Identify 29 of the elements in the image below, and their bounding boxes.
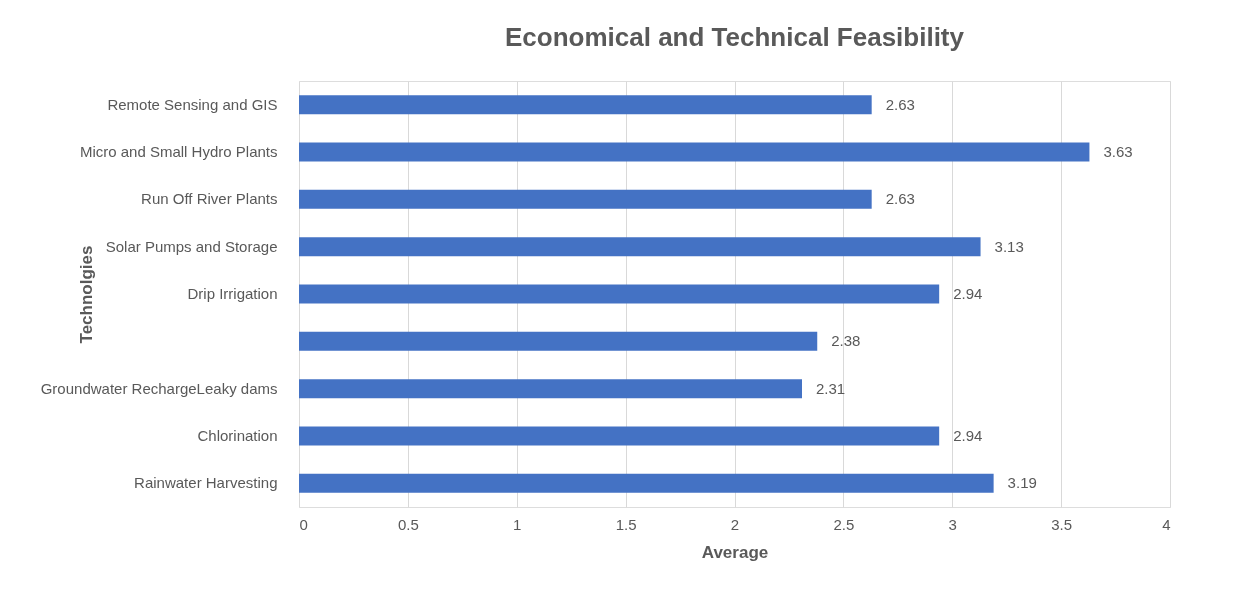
x-tick-label: 3 <box>948 515 957 533</box>
data-label: 2.31 <box>816 379 846 397</box>
data-label: 2.94 <box>953 427 983 444</box>
y-tick-label: Run Off River Plants <box>141 190 278 208</box>
data-label: 3.19 <box>1007 474 1037 492</box>
x-tick-label: 1.5 <box>615 515 637 533</box>
y-axis-title: Technolgies <box>76 245 96 344</box>
data-label: 3.63 <box>1103 143 1133 160</box>
x-axis-title: Average <box>701 542 769 562</box>
y-tick-label: Rainwater Harvesting <box>134 474 278 492</box>
y-tick-label: Remote Sensing and GIS <box>107 95 278 113</box>
x-tick-label: 1 <box>513 515 522 533</box>
data-label: 2.38 <box>831 332 861 350</box>
data-label: 2.63 <box>885 95 915 113</box>
x-tick-label: 2.5 <box>833 515 855 533</box>
y-tick-label: Solar Pumps and Storage <box>105 237 278 255</box>
data-label: 3.13 <box>994 237 1024 255</box>
x-tick-label: 0.5 <box>397 515 419 533</box>
y-tick-label: Chlorination <box>197 427 278 444</box>
y-tick-label: Drip Irrigation <box>187 285 278 302</box>
y-tick-label: Groundwater RechargeLeaky dams <box>40 379 278 397</box>
chart-title: Economical and Technical Feasibility <box>505 22 965 52</box>
x-tick-label: 0 <box>299 515 308 533</box>
data-label: 2.94 <box>953 285 983 302</box>
data-label: 2.63 <box>885 190 915 208</box>
y-tick-label: Micro and Small Hydro Plants <box>79 143 278 160</box>
x-tick-label: 3.5 <box>1051 515 1073 533</box>
x-tick-label: 4 <box>1162 515 1171 533</box>
x-tick-label: 2 <box>730 515 740 533</box>
